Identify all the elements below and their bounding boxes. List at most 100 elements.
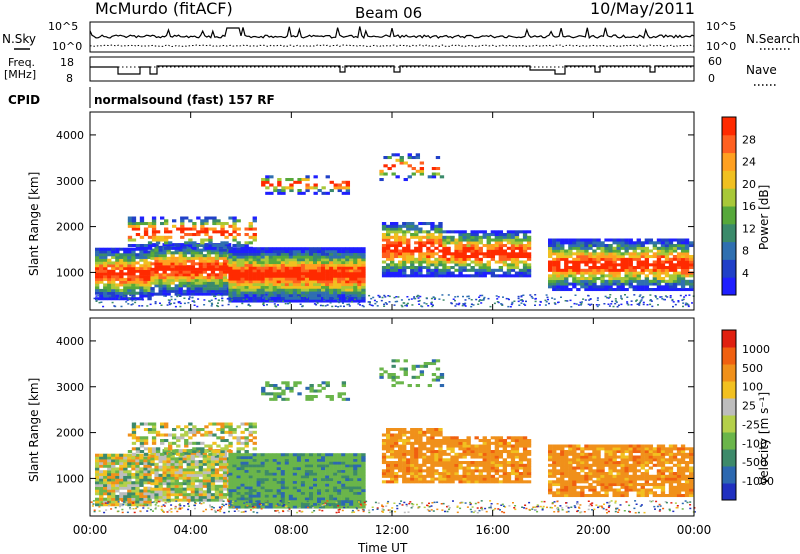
heatmap-cell xyxy=(466,274,471,278)
heatmap-cell xyxy=(588,274,593,278)
heatmap-cell xyxy=(284,461,290,465)
heatmap-cell xyxy=(127,250,132,254)
heatmap-cell xyxy=(337,250,342,254)
heatmap-cell xyxy=(184,216,189,220)
heatmap-cell xyxy=(139,288,144,292)
heatmap-cell xyxy=(329,272,334,276)
heatmap-cell xyxy=(240,467,245,471)
heatmap-cell xyxy=(633,294,636,296)
heatmap-cell xyxy=(348,305,351,307)
heatmap-cell xyxy=(390,447,395,451)
heatmap-cell xyxy=(260,500,265,504)
heatmap-cell xyxy=(337,288,342,292)
heatmap-cell xyxy=(381,469,387,473)
heatmap-cell xyxy=(614,300,617,302)
heatmap-cell xyxy=(188,238,193,242)
heatmap-cell xyxy=(150,487,155,491)
heatmap-cell xyxy=(361,467,366,471)
heatmap-cell xyxy=(288,483,294,487)
heatmap-cell xyxy=(680,257,686,261)
heatmap-cell xyxy=(568,282,573,286)
heatmap-cell xyxy=(361,453,366,457)
heatmap-cell xyxy=(518,252,524,256)
heatmap-cell xyxy=(97,295,100,297)
heatmap-cell xyxy=(450,235,455,239)
heatmap-cell xyxy=(222,493,228,497)
heatmap-cell xyxy=(162,248,167,252)
heatmap-cell xyxy=(341,467,346,471)
heatmap-cell xyxy=(256,505,261,509)
heatmap-cell xyxy=(564,255,569,259)
heatmap-cell xyxy=(194,278,200,282)
heatmap-cell xyxy=(304,263,310,267)
heatmap-cell xyxy=(414,230,419,234)
heatmap-cell xyxy=(402,444,407,448)
heatmap-cell xyxy=(192,222,197,226)
heatmap-cell xyxy=(624,238,629,242)
heatmap-cell xyxy=(490,469,496,473)
heatmap-cell xyxy=(210,460,216,464)
heatmap-cell xyxy=(284,456,290,460)
heatmap-cell xyxy=(592,282,597,286)
heatmap-cell xyxy=(394,466,399,470)
heatmap-cell xyxy=(99,494,104,498)
heatmap-cell xyxy=(244,250,249,254)
heatmap-cell xyxy=(402,238,407,242)
heatmap-cell xyxy=(616,306,619,308)
heatmap-cell xyxy=(454,244,459,248)
heatmap-cell xyxy=(345,283,350,287)
heatmap-cell xyxy=(462,233,467,237)
heatmap-cell xyxy=(119,492,124,496)
heatmap-cell xyxy=(158,259,163,263)
heatmap-cell xyxy=(426,274,431,278)
colorbar-segment xyxy=(722,206,736,225)
heatmap-cell xyxy=(198,262,204,266)
heatmap-cell xyxy=(616,257,621,261)
heatmap-cell xyxy=(99,297,104,301)
heatmap-cell xyxy=(292,486,298,490)
heatmap-cell xyxy=(608,279,613,283)
heatmap-cell xyxy=(236,233,241,237)
heatmap-cell xyxy=(204,244,209,248)
heatmap-cell xyxy=(494,241,500,245)
heatmap-cell xyxy=(174,287,179,291)
heatmap-cell xyxy=(244,483,249,487)
heatmap-cell xyxy=(99,277,104,281)
freq-panel-frame xyxy=(89,56,695,82)
heatmap-cell xyxy=(178,473,183,477)
heatmap-cell xyxy=(236,294,241,298)
heatmap-cell xyxy=(214,281,220,285)
heatmap-cell xyxy=(590,303,593,306)
heatmap-cell xyxy=(317,189,322,193)
heatmap-cell xyxy=(438,480,443,484)
heatmap-cell xyxy=(325,252,330,256)
heatmap-cell xyxy=(321,464,326,468)
heatmap-cell xyxy=(596,257,601,261)
heatmap-cell xyxy=(186,273,191,277)
heatmap-cell xyxy=(345,299,350,303)
heatmap-cell xyxy=(576,257,581,261)
heatmap-cell xyxy=(292,274,298,278)
heatmap-cell xyxy=(293,180,298,184)
heatmap-cell xyxy=(414,249,419,253)
heatmap-cell xyxy=(228,252,233,256)
heatmap-cell xyxy=(147,286,152,290)
heatmap-cell xyxy=(505,297,508,300)
heatmap-cell xyxy=(151,227,157,231)
heatmap-cell xyxy=(218,487,224,491)
heatmap-cell xyxy=(446,480,451,484)
heatmap-cell xyxy=(410,257,415,261)
heatmap-cell xyxy=(292,294,298,298)
heatmap-cell xyxy=(292,291,298,295)
heatmap-cell xyxy=(300,280,306,284)
heatmap-cell xyxy=(252,227,257,231)
heatmap-cell xyxy=(272,500,278,504)
heatmap-cell xyxy=(115,500,120,504)
heatmap-cell xyxy=(143,261,148,265)
heatmap-cell xyxy=(115,288,120,292)
heatmap-cell xyxy=(486,252,491,256)
heatmap-cell xyxy=(131,456,136,460)
heatmap-cell xyxy=(240,277,245,281)
heatmap-cell xyxy=(478,455,483,459)
heatmap-cell xyxy=(210,498,216,502)
